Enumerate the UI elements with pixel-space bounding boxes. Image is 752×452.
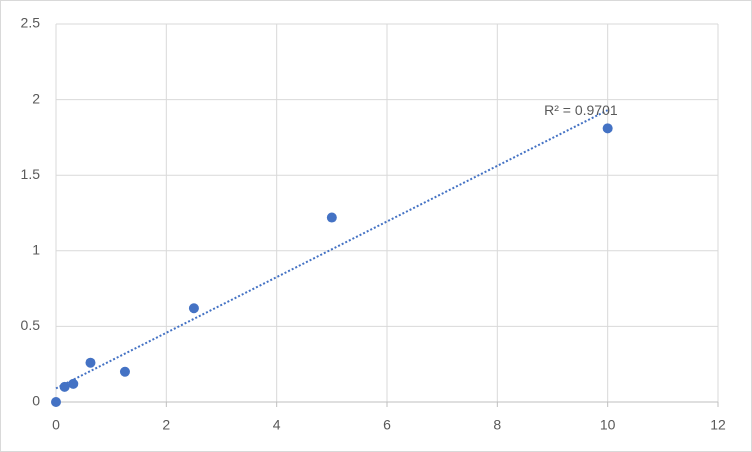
x-tick-label: 8 — [493, 417, 501, 433]
trendline-label: R² = 0.9701 — [544, 102, 618, 118]
y-tick-label: 2.5 — [21, 15, 41, 31]
y-tick-label: 0.5 — [21, 317, 41, 333]
y-tick-label: 1 — [32, 242, 40, 258]
x-tick-label: 10 — [600, 417, 616, 433]
point — [119, 366, 130, 377]
x-tick-label: 12 — [710, 417, 726, 433]
point — [85, 357, 96, 368]
x-tick-label: 4 — [273, 417, 281, 433]
point — [188, 303, 199, 314]
point — [602, 123, 613, 134]
x-tick-label: 2 — [162, 417, 170, 433]
x-tick-label: 6 — [383, 417, 391, 433]
y-tick-label: 0 — [32, 393, 40, 409]
point — [68, 378, 79, 389]
y-tick-label: 1.5 — [21, 166, 41, 182]
x-tick-label: 0 — [52, 417, 60, 433]
point — [51, 397, 61, 407]
y-tick-label: 2 — [32, 90, 40, 106]
point — [326, 212, 337, 223]
trendline — [55, 109, 609, 390]
point — [59, 381, 70, 392]
